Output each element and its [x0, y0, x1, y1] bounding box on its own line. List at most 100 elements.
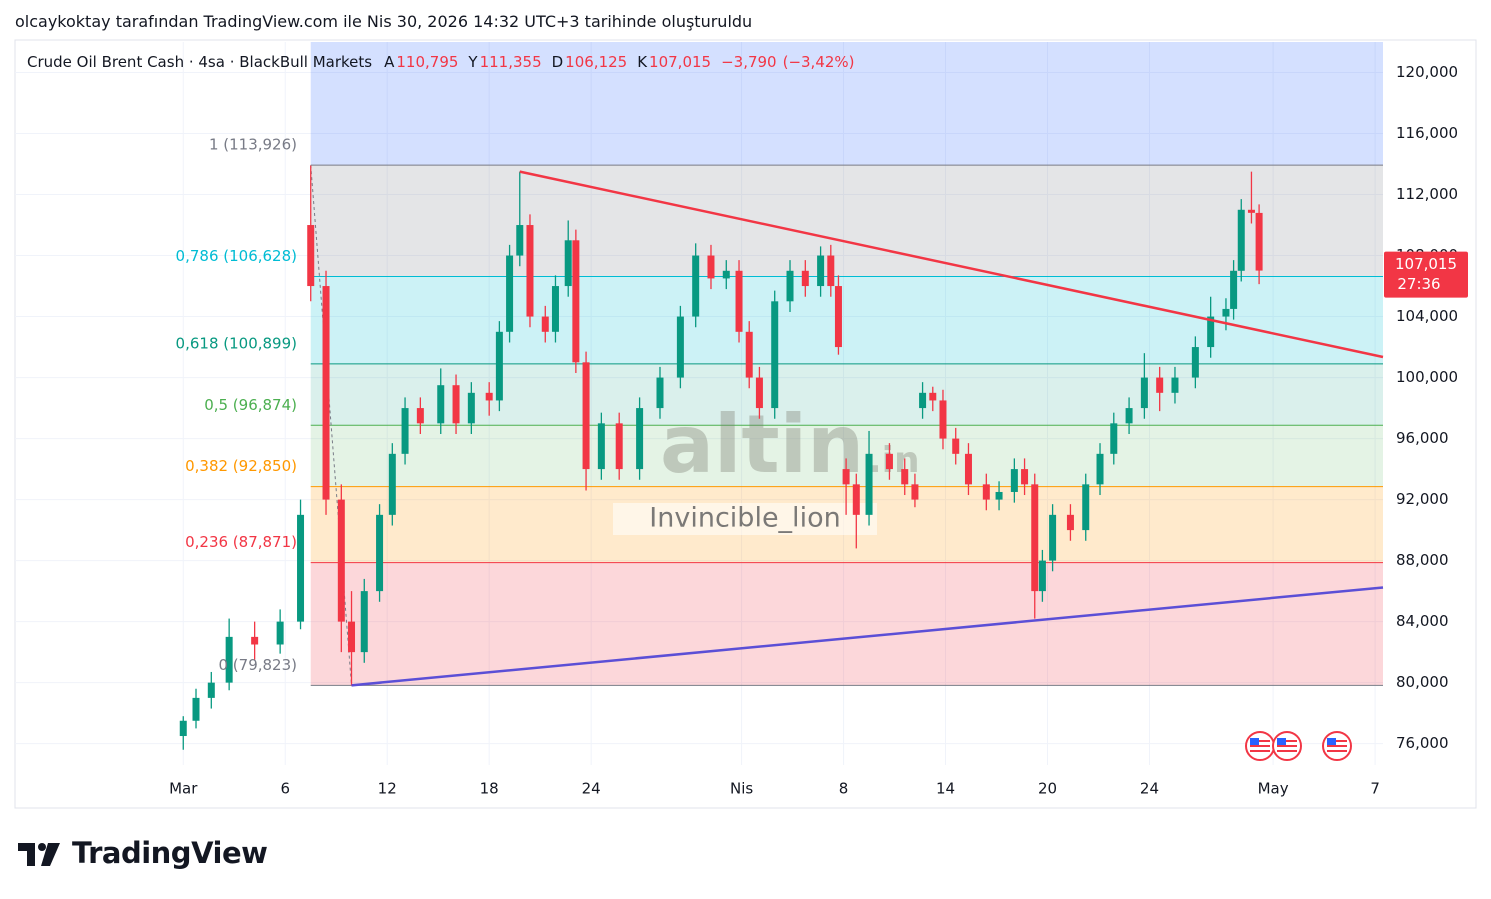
y-tick-label: 100,000	[1396, 368, 1458, 386]
candle-body	[1049, 514, 1057, 561]
candle-body	[786, 270, 794, 302]
fib-label: 0,618 (100,899)	[176, 334, 297, 352]
candle-body	[297, 514, 305, 622]
candle-body	[1082, 484, 1090, 531]
y-tick-label: 120,000	[1396, 63, 1458, 81]
trendline	[351, 586, 1384, 687]
candle-body	[1021, 469, 1029, 485]
event-flags	[1245, 731, 1352, 761]
candle-body	[452, 385, 460, 424]
fib-label: 1 (113,926)	[209, 136, 297, 154]
candle-body	[676, 316, 684, 378]
candle-body	[919, 392, 927, 409]
brand-logo	[18, 843, 60, 866]
candle-body	[995, 491, 1003, 500]
ohlc-key: Y	[468, 53, 478, 71]
candle-body	[388, 453, 396, 515]
change: −3,790	[721, 53, 777, 71]
candle-body	[564, 240, 572, 287]
candle-body	[865, 453, 873, 515]
candle-body	[1255, 212, 1263, 271]
candle-body	[615, 423, 623, 470]
brand: TradingView	[72, 836, 268, 870]
candle-body	[551, 286, 559, 332]
y-tick-label: 76,000	[1396, 734, 1449, 752]
candle-body	[964, 453, 972, 485]
candle-body	[541, 316, 549, 332]
candle-body	[1125, 408, 1133, 424]
candle-body	[901, 469, 909, 485]
candle-body	[251, 636, 259, 645]
x-tick-label: 6	[280, 780, 290, 798]
fib-label: 0 (79,823)	[218, 656, 297, 674]
candle-body	[506, 255, 514, 332]
watermark-author: Invincible_lion	[649, 503, 840, 534]
candle-body	[911, 484, 919, 500]
y-tick-label: 92,000	[1396, 490, 1449, 508]
x-tick-label: 18	[480, 780, 499, 798]
candle-body	[1110, 423, 1118, 454]
candle-body	[207, 682, 215, 698]
candle-body	[1237, 209, 1245, 271]
candle-body	[1066, 514, 1074, 531]
candle-body	[1156, 377, 1164, 393]
candle-body	[827, 255, 835, 287]
candle-body	[467, 392, 475, 424]
x-tick-label: 12	[378, 780, 397, 798]
candle-body	[1171, 377, 1179, 393]
y-tick-label: 88,000	[1396, 551, 1449, 569]
candle-body	[771, 301, 779, 409]
x-tick-label: 7	[1370, 780, 1380, 798]
candle-body	[1031, 484, 1039, 592]
candle-body	[1207, 316, 1215, 348]
price-tag-countdown: 27:36	[1397, 275, 1440, 293]
candle-body	[376, 514, 384, 592]
candle-body	[952, 438, 960, 454]
candle-body	[572, 240, 580, 363]
candle-body	[852, 484, 860, 515]
watermark-logo: altin	[660, 398, 864, 491]
watermark-box	[613, 503, 877, 535]
candle-body	[495, 331, 503, 401]
y-tick-label: 80,000	[1396, 673, 1449, 691]
y-tick-label: 116,000	[1396, 124, 1458, 142]
candle-body	[437, 385, 445, 424]
candle-body	[307, 225, 315, 287]
candle-body	[1096, 453, 1104, 485]
fib-label: 0,236 (87,871)	[185, 533, 297, 551]
candle-body	[755, 377, 763, 409]
change-pct: (−3,42%)	[782, 53, 855, 71]
fib-zone	[310, 276, 1384, 364]
x-tick-label: 14	[936, 780, 955, 798]
x-tick-label: 24	[1140, 780, 1159, 798]
candle-body	[722, 270, 730, 279]
y-tick-label: 96,000	[1396, 429, 1449, 447]
candle-body	[597, 423, 605, 470]
candle-body	[1230, 270, 1238, 309]
fib-label: 0,382 (92,850)	[185, 457, 297, 475]
ohlc-value: 106,125	[565, 53, 628, 71]
candle-body	[1038, 560, 1046, 592]
candle-body	[636, 408, 644, 470]
ohlc-value: 107,015	[649, 53, 712, 71]
fib-zone	[310, 42, 1384, 166]
candle-body	[582, 362, 590, 470]
candle-body	[1140, 377, 1148, 409]
candle-body	[322, 286, 330, 500]
candle-body	[1010, 469, 1018, 492]
candle-body	[929, 392, 937, 401]
price-tag-label: 107,015	[1395, 255, 1457, 273]
candle-body	[834, 286, 842, 348]
caption: olcaykoktay tarafından TradingView.com i…	[15, 12, 753, 31]
y-tick-label: 84,000	[1396, 612, 1449, 630]
x-tick-label: 20	[1038, 780, 1057, 798]
candle-body	[526, 225, 534, 317]
candle-body	[179, 720, 187, 737]
candle-body	[1247, 209, 1255, 213]
candle-body	[516, 225, 524, 256]
candle-body	[416, 408, 424, 424]
fib-zone	[310, 562, 1384, 686]
candle-body	[707, 255, 715, 279]
candle-body	[337, 499, 345, 622]
